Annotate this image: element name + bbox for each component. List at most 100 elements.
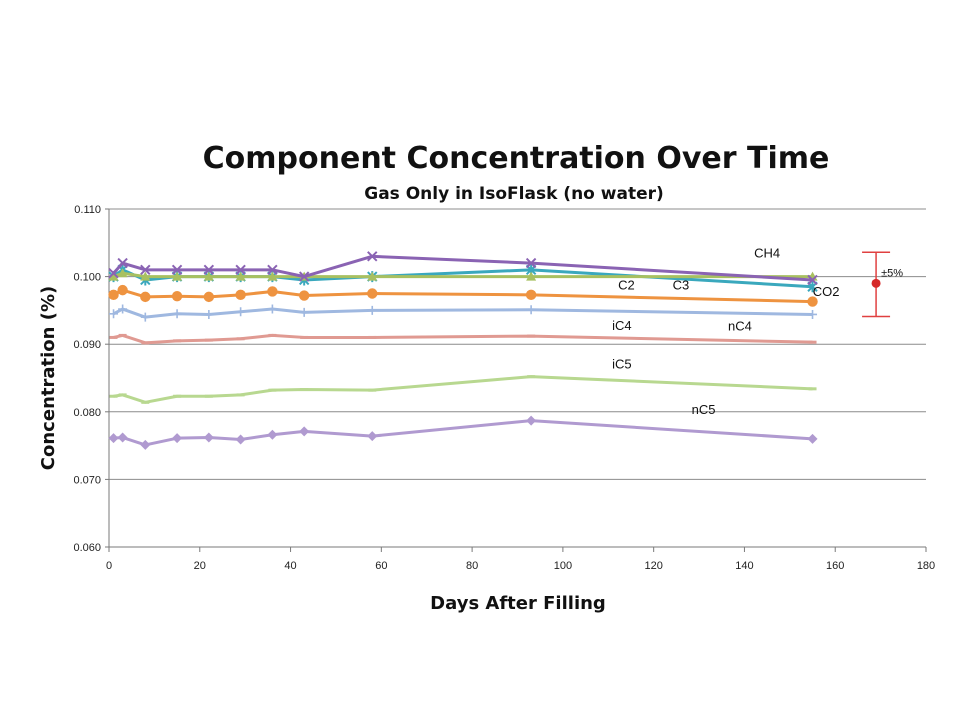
series-labels: CH4 C2 C3 CO2 iC4 nC4 iC5 nC5 (612, 246, 839, 417)
series-nc5 (108, 415, 818, 450)
point-marker-circle (267, 286, 278, 297)
series-label-c2: C2 (618, 277, 635, 292)
chart-title: Component Concentration Over Time (203, 141, 830, 176)
y-tick-label: 0.100 (73, 272, 101, 284)
series-label-c3: C3 (673, 277, 690, 292)
point-marker-plus (808, 309, 818, 319)
x-tick-label: 0 (106, 560, 112, 572)
y-tick-label: 0.090 (73, 339, 101, 351)
point-marker-diamond (117, 432, 128, 443)
point-marker-diamond (203, 432, 214, 443)
error-bar-label: ±5% (881, 267, 903, 279)
point-marker-triangle (140, 271, 151, 281)
point-marker-circle (235, 289, 246, 301)
axes: 0.060 0.070 0.080 0.090 0.100 0.110 0 20 40 60 80 1… (73, 204, 935, 572)
point-marker-x (525, 257, 537, 269)
point-marker-plus (236, 307, 246, 317)
point-marker-plus (367, 305, 377, 315)
y-tick-label: 0.070 (73, 474, 101, 486)
y-tick-label: 0.110 (74, 204, 101, 216)
point-marker-diamond (108, 433, 119, 444)
point-marker-circle (367, 288, 378, 299)
point-marker-circle (117, 284, 128, 296)
series-ic5 (109, 375, 817, 404)
point-marker-diamond (299, 426, 310, 437)
series-label-nc4: nC4 (728, 319, 752, 334)
series-lines (108, 251, 818, 450)
error-bar-point (871, 278, 881, 288)
chart-subtitle: Gas Only in IsoFlask (no water) (364, 184, 664, 204)
point-marker-plus (204, 309, 214, 319)
x-tick-label: 80 (466, 560, 478, 572)
point-marker-triangle (172, 271, 183, 281)
point-marker-diamond (235, 434, 246, 445)
point-marker-diamond (807, 433, 818, 444)
point-marker-circle (140, 291, 151, 303)
point-marker-circle (203, 291, 215, 303)
x-tick-label: 120 (644, 560, 662, 572)
point-marker-plus (526, 305, 536, 315)
y-tick-label: 0.060 (73, 542, 101, 554)
series-line-nc4 (113, 333, 813, 345)
point-marker-x (140, 264, 151, 276)
series-label-nc5: nC5 (692, 402, 716, 417)
point-marker-triangle (108, 271, 119, 281)
point-marker-circle (298, 290, 310, 301)
series-line-ic5 (113, 375, 813, 404)
point-marker-x (298, 271, 310, 282)
series-co2 (108, 284, 818, 307)
point-marker-plus (172, 309, 182, 319)
series-ch4 (108, 251, 818, 286)
point-marker-x (367, 251, 378, 262)
y-axis-title: Concentration (%) (38, 286, 59, 470)
point-marker-triangle (117, 268, 128, 278)
point-marker-diamond (367, 431, 378, 442)
series-label-ch4: CH4 (754, 246, 780, 261)
point-marker-plus (140, 312, 150, 322)
point-marker-plus (299, 307, 309, 317)
point-marker-diamond (140, 439, 151, 450)
point-marker-plus (267, 304, 277, 314)
point-marker-triangle (526, 271, 537, 281)
point-marker-plus (118, 304, 128, 314)
point-marker-triangle (367, 271, 378, 281)
series-label-ic5: iC5 (612, 357, 632, 372)
point-marker-circle (807, 296, 818, 307)
point-marker-x (203, 264, 215, 276)
point-marker-x (171, 264, 183, 276)
point-marker-diamond (172, 433, 183, 444)
point-marker-circle (525, 289, 537, 301)
point-marker-triangle (203, 271, 214, 281)
x-axis-title: Days After Filling (430, 593, 606, 614)
point-marker-circle (108, 289, 119, 301)
series-ic4 (109, 304, 818, 322)
x-tick-label: 60 (375, 560, 387, 572)
x-tick-label: 40 (284, 560, 296, 572)
point-marker-diamond (267, 429, 278, 440)
point-marker-x (117, 257, 128, 269)
point-marker-x (235, 264, 246, 276)
series-label-ic4: iC4 (612, 318, 632, 333)
x-tick-label: 180 (917, 560, 935, 572)
point-marker-triangle (235, 271, 246, 281)
point-marker-x (807, 274, 818, 286)
point-marker-triangle (267, 271, 278, 281)
x-tick-label: 160 (826, 560, 844, 572)
series-label-co2: CO2 (813, 284, 840, 299)
point-marker-circle (171, 291, 183, 302)
x-tick-label: 20 (194, 560, 206, 572)
y-tick-label: 0.080 (73, 407, 101, 419)
x-tick-label: 100 (554, 560, 572, 572)
point-marker-diamond (526, 415, 537, 426)
series-line-ic4 (112, 307, 813, 319)
point-marker-x (267, 264, 278, 276)
series-line-co2 (112, 288, 813, 304)
error-bar-indicator: ±5% (862, 251, 903, 318)
point-marker-x (108, 268, 119, 279)
x-tick-label: 140 (735, 560, 753, 572)
series-nc4 (109, 333, 817, 345)
series-line-nc5 (113, 419, 813, 447)
point-marker-plus (109, 309, 119, 319)
